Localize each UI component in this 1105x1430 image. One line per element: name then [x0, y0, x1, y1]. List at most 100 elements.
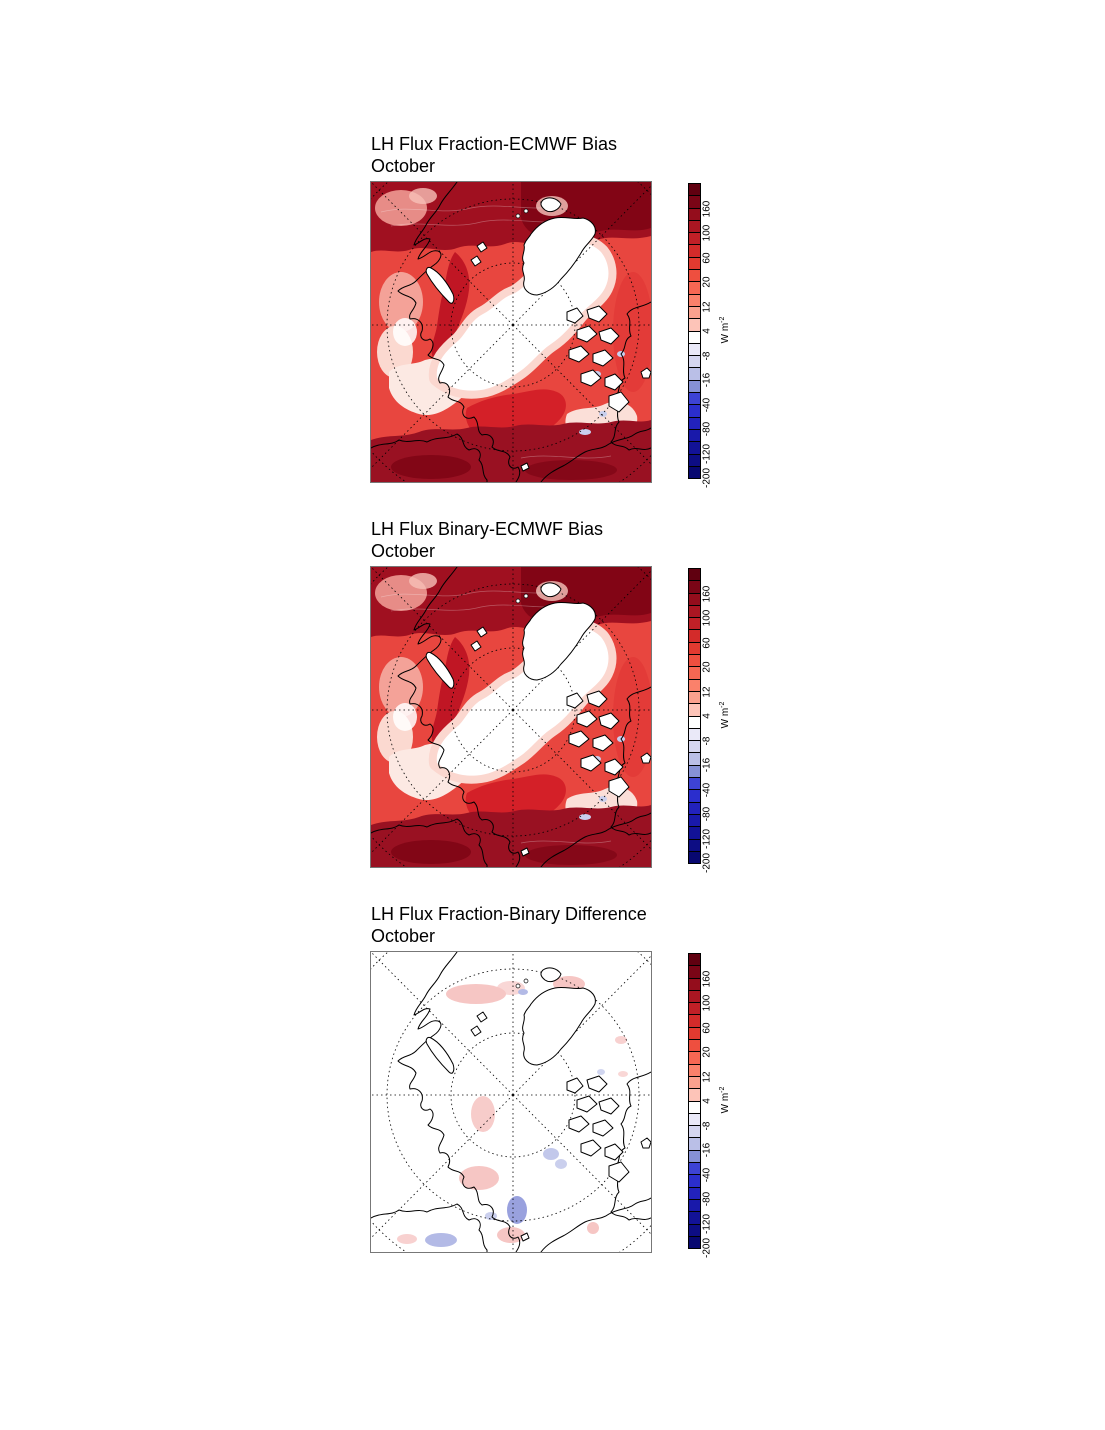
colorbar-tick-label: -16 — [701, 1142, 713, 1158]
colorbar-segment — [689, 654, 700, 667]
colorbar: W m-2 160 100 60 20 12 4 -8 -16 -40 -80 -120 -200 — [688, 183, 748, 488]
colorbar-segment — [689, 580, 700, 593]
plot-title: LH Flux Fraction-ECMWF Bias — [371, 134, 618, 154]
colorbar-tick-label: 60 — [701, 1021, 713, 1034]
colorbar-segment — [689, 453, 700, 466]
colorbar-tick-label: 160 — [701, 200, 713, 217]
colorbar-tick-label: 60 — [701, 251, 713, 264]
units-text: W m — [720, 707, 732, 729]
colorbar-segment — [689, 392, 700, 405]
colorbar-gradient — [688, 953, 701, 1249]
colorbar-segment — [689, 428, 700, 442]
plot-title: LH Flux Binary-ECMWF Bias — [371, 519, 604, 539]
colorbar-segment — [689, 293, 700, 306]
colorbar-tick-label: 20 — [701, 661, 713, 673]
colorbar-segment — [689, 666, 700, 679]
colorbar-tick-label: -16 — [701, 372, 713, 388]
colorbar-segment — [689, 1100, 700, 1113]
arctic-bias-map — [371, 182, 651, 482]
colorbar-segment — [689, 256, 700, 270]
colorbar-segment — [689, 184, 700, 196]
colorbar-segment — [689, 850, 700, 864]
colorbar-tick-label: -120 — [701, 828, 713, 849]
colorbar-segment — [689, 1186, 700, 1199]
colorbar-tick-label: -80 — [701, 421, 713, 437]
panel-title-block: LH Flux Fraction-ECMWF Bias October — [371, 133, 617, 177]
colorbar-segment — [689, 1002, 700, 1015]
colorbar-segment — [689, 617, 700, 630]
colorbar-segment — [689, 1235, 700, 1249]
colorbar-gradient — [688, 183, 701, 479]
colorbar-segment — [689, 441, 700, 454]
colorbar-segment — [689, 1125, 700, 1138]
colorbar-segment — [689, 715, 700, 728]
panel-fraction-binary-difference: LH Flux Fraction-Binary Difference Octob… — [370, 903, 791, 1263]
colorbar-segment — [689, 977, 700, 990]
colorbar-segment — [689, 1137, 700, 1150]
colorbar-segment — [689, 569, 700, 581]
colorbar-tick-label: 100 — [701, 994, 713, 1012]
colorbar-segment — [689, 207, 700, 220]
colorbar-tick-label: 12 — [701, 1070, 713, 1083]
colorbar-segment — [689, 404, 700, 417]
panel-binary-ecmwf-bias: LH Flux Binary-ECMWF Bias October W m-2 … — [370, 518, 791, 878]
colorbar-tick-label: 4 — [701, 328, 713, 334]
colorbar-segment — [689, 1211, 700, 1224]
plot-subtitle: October — [371, 926, 436, 946]
colorbar-segment — [689, 1075, 700, 1089]
colorbar: W m-2 160 100 60 20 12 4 -8 -16 -40 -80 -120 -200 — [688, 953, 748, 1258]
colorbar-tick-label: -200 — [701, 467, 713, 489]
colorbar-tick-label: -8 — [701, 351, 713, 360]
colorbar-segment — [689, 1223, 700, 1236]
colorbar-segment — [689, 1149, 700, 1163]
colorbar-tick-label: -200 — [701, 1237, 713, 1259]
colorbar-segment — [689, 342, 700, 356]
units-text: W m — [720, 1092, 732, 1114]
colorbar-tick-label: -80 — [701, 806, 713, 822]
colorbar-segment — [689, 1063, 700, 1076]
colorbar-segment — [689, 1088, 700, 1101]
colorbar-segment — [689, 195, 700, 208]
colorbar-tick-label: -200 — [701, 852, 713, 874]
colorbar-tick-label: -80 — [701, 1191, 713, 1207]
colorbar-units-label: W m-2 — [719, 702, 731, 729]
colorbar-segment — [689, 989, 700, 1003]
colorbar-segment — [689, 703, 700, 716]
colorbar-segment — [689, 813, 700, 827]
colorbar-segment — [689, 752, 700, 765]
colorbar-segment — [689, 838, 700, 851]
colorbar-segment — [689, 367, 700, 380]
colorbar-units-label: W m-2 — [719, 317, 731, 344]
panel-title-block: LH Flux Fraction-Binary Difference Octob… — [371, 903, 647, 947]
colorbar-segment — [689, 678, 700, 691]
colorbar-tick-label: 100 — [701, 609, 713, 627]
colorbar-tick-label: 12 — [701, 300, 713, 313]
colorbar-segment — [689, 1039, 700, 1052]
units-exponent: -2 — [718, 1086, 726, 1093]
colorbar-segment — [689, 604, 700, 618]
colorbar-tick-label: 60 — [701, 636, 713, 649]
colorbar-segment — [689, 1198, 700, 1212]
colorbar-segment — [689, 1112, 700, 1126]
units-exponent: -2 — [718, 316, 726, 323]
colorbar-tick-label: 160 — [701, 970, 713, 987]
plot-subtitle: October — [371, 541, 436, 561]
units-text: W m — [720, 322, 732, 344]
colorbar-segment — [689, 1162, 700, 1175]
colorbar-tick-label: 160 — [701, 585, 713, 602]
units-exponent: -2 — [718, 701, 726, 708]
colorbar-segment — [689, 1014, 700, 1027]
colorbar-tick-label: -8 — [701, 736, 713, 745]
colorbar-tick-label: -16 — [701, 757, 713, 773]
colorbar-segment — [689, 789, 700, 802]
colorbar-segment — [689, 330, 700, 343]
colorbar-segment — [689, 355, 700, 368]
colorbar-segment — [689, 379, 700, 393]
colorbar-segment — [689, 269, 700, 282]
colorbar: W m-2 160 100 60 20 12 4 -8 -16 -40 -80 -120 -200 — [688, 568, 748, 873]
colorbar-segment — [689, 592, 700, 605]
colorbar-tick-label: -40 — [701, 397, 713, 412]
colorbar-tick-label: -40 — [701, 1167, 713, 1182]
colorbar-segment — [689, 1174, 700, 1187]
